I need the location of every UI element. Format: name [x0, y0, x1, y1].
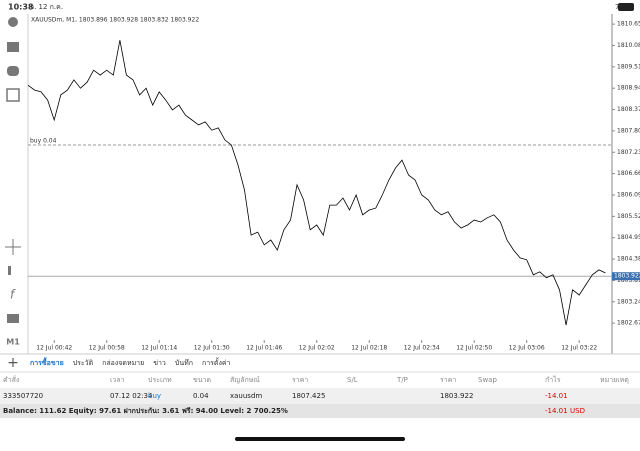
tab[interactable]: กล่องจดหมาย [102, 359, 144, 367]
y-tick-label: 1804.950 [617, 234, 640, 241]
y-tick-label: 1802.670 [617, 320, 640, 327]
x-tick-label: 12 Jul 03:06 [509, 345, 545, 352]
x-tick-label: 12 Jul 03:22 [561, 345, 597, 352]
summary: Balance: 111.62 Equity: 97.61 ฝากประกัน:… [3, 407, 288, 415]
x-tick-label: 12 Jul 00:58 [89, 345, 125, 352]
summary-currency: USD [570, 407, 585, 415]
y-tick-label: 1807.800 [617, 127, 640, 134]
x-tick-label: 12 Jul 02:18 [351, 345, 387, 352]
y-tick-label: 1804.380 [617, 256, 640, 263]
column-header: T/P [396, 376, 408, 384]
tab[interactable]: ประวัติ [73, 359, 94, 367]
indicator-icon[interactable] [8, 266, 11, 275]
x-tick-label: 12 Jul 00:42 [36, 345, 72, 352]
x-tick-label: 12 Jul 01:46 [246, 345, 282, 352]
column-header: ราคา [292, 376, 308, 384]
row-bg [0, 388, 640, 404]
column-header: เวลา [110, 376, 125, 384]
battery-icon [618, 3, 634, 11]
summary-bg [0, 404, 640, 418]
home-indicator [235, 437, 405, 441]
timeframe[interactable]: M1 [6, 338, 20, 347]
cell: 0.04 [193, 392, 209, 400]
status-date: จ. 12 ก.ค. [30, 3, 63, 11]
column-header: กำไร [545, 375, 561, 384]
bid-label: 1803.922 [614, 273, 640, 280]
x-tick-label: 12 Jul 01:14 [141, 345, 177, 352]
tab[interactable]: การตั้งค่า [202, 356, 231, 367]
cell: xauusdm [230, 392, 262, 400]
toolbar: f [5, 17, 21, 323]
objects-icon[interactable] [7, 314, 19, 323]
x-tick-label: 12 Jul 02:02 [299, 345, 335, 352]
column-header: หมายเหตุ [600, 376, 629, 384]
cell: -14.01 [545, 392, 568, 400]
tab[interactable]: ข่าว [153, 359, 166, 367]
column-header: สัญลักษณ์ [230, 376, 260, 384]
column-header: ขนาด [193, 376, 211, 384]
column-header: S/L [347, 376, 358, 384]
new-chart-icon[interactable] [6, 88, 20, 102]
y-tick-label: 1808.370 [617, 106, 640, 113]
y-tick-label: 1809.510 [617, 63, 640, 70]
x-tick-label: 12 Jul 02:50 [456, 345, 492, 352]
trade-icon[interactable] [7, 42, 19, 52]
crosshair-icon[interactable] [5, 239, 21, 255]
order-label: buy 0.04 [30, 137, 57, 144]
summary-profit: -14.01 [545, 407, 568, 415]
chart-title: XAUUSDm, M1, 1803.896 1803.928 1803.832 … [31, 17, 199, 24]
status-time: 10:38 [8, 3, 34, 12]
account-icon[interactable] [8, 17, 18, 27]
column-header: Swap [478, 376, 497, 384]
add-button[interactable]: + [7, 355, 19, 371]
y-tick-label: 1806.660 [617, 170, 640, 177]
y-tick-label: 1808.940 [617, 85, 640, 92]
column-header: ประเภท [148, 376, 172, 384]
cell: 1803.922 [440, 392, 473, 400]
y-tick-label: 1807.230 [617, 149, 640, 156]
x-tick-label: 12 Jul 02:34 [404, 345, 440, 352]
cell: 07.12 02:34 [110, 392, 153, 400]
cell: buy [148, 392, 161, 400]
tab[interactable]: การซื้อขาย [30, 356, 64, 367]
y-tick-label: 1810.650 [617, 21, 640, 28]
tab[interactable]: บันทึก [175, 358, 193, 367]
cell: 1807.425 [292, 392, 325, 400]
bid-box [612, 272, 640, 281]
function-icon[interactable]: f [10, 288, 16, 302]
column-header: ราคา [440, 376, 456, 384]
y-tick-label: 1806.090 [617, 191, 640, 198]
price-line [27, 40, 606, 326]
column-header: คำสั่ง [3, 375, 19, 384]
y-tick-label: 1805.520 [617, 213, 640, 220]
cell: 333507720 [3, 392, 43, 400]
y-tick-label: 1803.810 [617, 277, 640, 284]
y-tick-label: 1803.240 [617, 298, 640, 305]
x-tick-label: 12 Jul 01:30 [194, 345, 230, 352]
chat-icon[interactable] [7, 66, 19, 76]
y-tick-label: 1810.080 [617, 42, 640, 49]
